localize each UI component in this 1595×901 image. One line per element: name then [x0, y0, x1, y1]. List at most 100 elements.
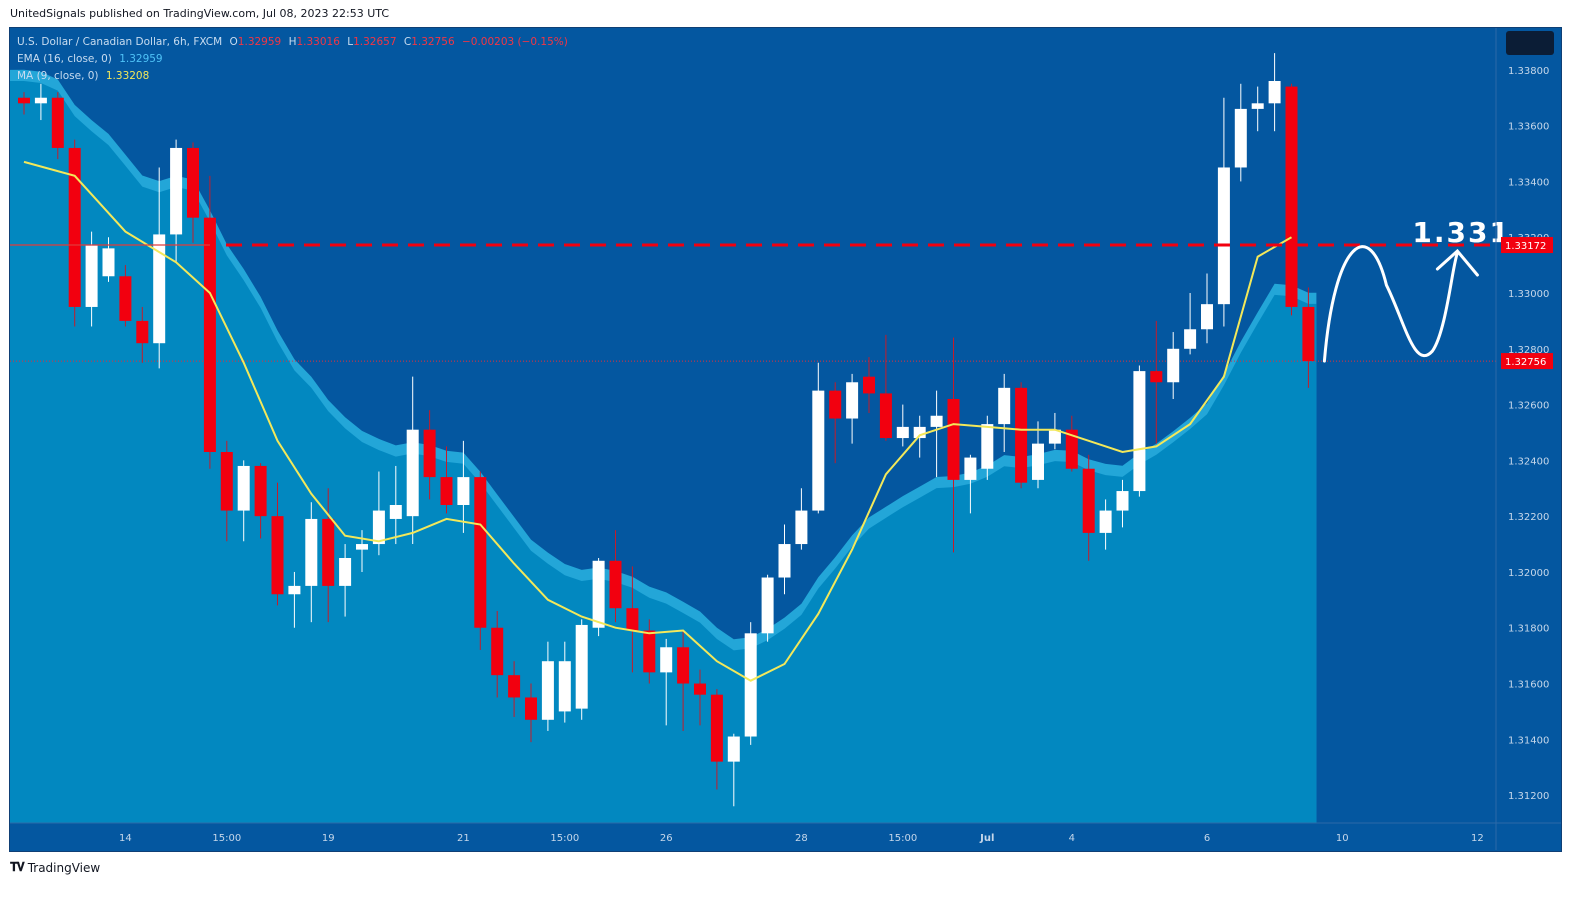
candle	[339, 544, 352, 617]
candle-body	[203, 217, 216, 452]
candle	[1048, 412, 1061, 450]
candle-body	[237, 465, 250, 511]
candle	[457, 440, 470, 533]
candle	[322, 488, 335, 623]
candle	[609, 530, 622, 623]
candle-body	[356, 544, 368, 550]
candle	[795, 488, 808, 550]
y-tick-label: 1.33800	[1508, 66, 1549, 77]
candle	[626, 566, 639, 673]
candle	[1065, 415, 1078, 472]
candle-body	[1201, 304, 1213, 330]
candle	[153, 167, 166, 369]
candle	[1116, 479, 1129, 528]
candle-body	[558, 661, 571, 712]
candle-body	[372, 510, 385, 545]
candle-body	[1133, 371, 1146, 492]
candle	[136, 306, 149, 363]
candle-body	[136, 320, 149, 344]
candle-body	[981, 424, 994, 469]
y-tick-label: 1.32200	[1508, 512, 1549, 523]
candle	[863, 357, 875, 413]
candle-body	[474, 477, 487, 628]
candle-body	[18, 97, 30, 104]
footer-brand: TradingView	[27, 860, 101, 875]
footer-branding: 𝐓𝐕 TradingView	[10, 860, 100, 875]
y-tick-label: 1.33600	[1508, 122, 1549, 133]
ema-label: EMA (16, close, 0)	[17, 53, 112, 65]
x-tick-label: 6	[1204, 833, 1210, 844]
x-tick-label: 19	[322, 833, 335, 844]
candle-body	[1048, 429, 1061, 444]
candle	[525, 683, 537, 743]
candle	[558, 641, 571, 723]
ema-fill-area	[10, 81, 1317, 823]
candle-body	[288, 585, 301, 595]
x-tick-label: 15:00	[888, 833, 917, 844]
ema-area	[10, 69, 1496, 824]
candle	[68, 139, 81, 327]
candle-body	[220, 452, 233, 511]
target-price-label: 1.331	[1412, 216, 1511, 249]
candle-body	[457, 477, 470, 505]
candle	[947, 337, 960, 553]
candle-body	[998, 387, 1011, 425]
candle-body	[85, 245, 98, 307]
candle-body	[305, 518, 318, 586]
candle	[1167, 332, 1180, 399]
candle	[930, 390, 943, 478]
candle	[288, 571, 301, 628]
candle-body	[271, 516, 284, 595]
candle	[51, 92, 64, 160]
candle	[170, 139, 183, 263]
candle-body	[1116, 491, 1129, 511]
candle-body	[491, 627, 504, 676]
candle-body	[744, 633, 757, 737]
y-tick-label: 1.31400	[1508, 735, 1549, 746]
open-value: 1.32959	[237, 36, 282, 48]
x-tick-label: 15:00	[550, 833, 579, 844]
candle	[998, 373, 1011, 452]
candle	[643, 619, 656, 684]
candle-body	[541, 661, 554, 720]
candle-body	[389, 505, 402, 519]
y-tick-label: 1.33400	[1508, 177, 1549, 188]
candle	[727, 733, 740, 807]
chart-settings-button[interactable]	[1506, 31, 1554, 55]
candles	[18, 53, 1315, 807]
candle-body	[102, 248, 115, 277]
candle-body	[170, 147, 183, 235]
candle	[710, 689, 723, 790]
candle-body	[254, 465, 267, 517]
x-tick-label: 4	[1069, 833, 1075, 844]
y-tick-label: 1.32800	[1508, 345, 1549, 356]
candle	[220, 440, 233, 542]
ma-value: 1.33208	[105, 70, 150, 82]
low-value: 1.32657	[353, 36, 397, 48]
candle	[1150, 320, 1163, 444]
candle-body	[592, 560, 605, 628]
candle	[305, 502, 318, 623]
candle-body	[1268, 81, 1281, 104]
candle-body	[863, 376, 875, 394]
candle	[1285, 83, 1298, 316]
candle	[677, 630, 690, 731]
candle-body	[1302, 306, 1315, 362]
candle-body	[153, 234, 166, 344]
candle-body	[846, 382, 859, 419]
price-tag	[1501, 237, 1553, 254]
candle-body	[1251, 103, 1264, 109]
candle	[18, 92, 30, 115]
x-tick-label: 28	[795, 833, 808, 844]
candle	[1133, 365, 1146, 497]
candle-body	[677, 647, 690, 684]
high-label: H	[288, 36, 297, 48]
candle-body	[761, 577, 774, 634]
candle-body	[68, 147, 81, 307]
candle-body	[626, 608, 639, 631]
ema-value: 1.32959	[119, 53, 163, 65]
price-tag-label: 1.33172	[1505, 241, 1546, 252]
candlestick-chart[interactable]: 1.331 1.338001.336001.334001.332001.3300…	[10, 28, 1561, 850]
candle-body	[643, 630, 656, 673]
candle-body	[1150, 371, 1163, 383]
